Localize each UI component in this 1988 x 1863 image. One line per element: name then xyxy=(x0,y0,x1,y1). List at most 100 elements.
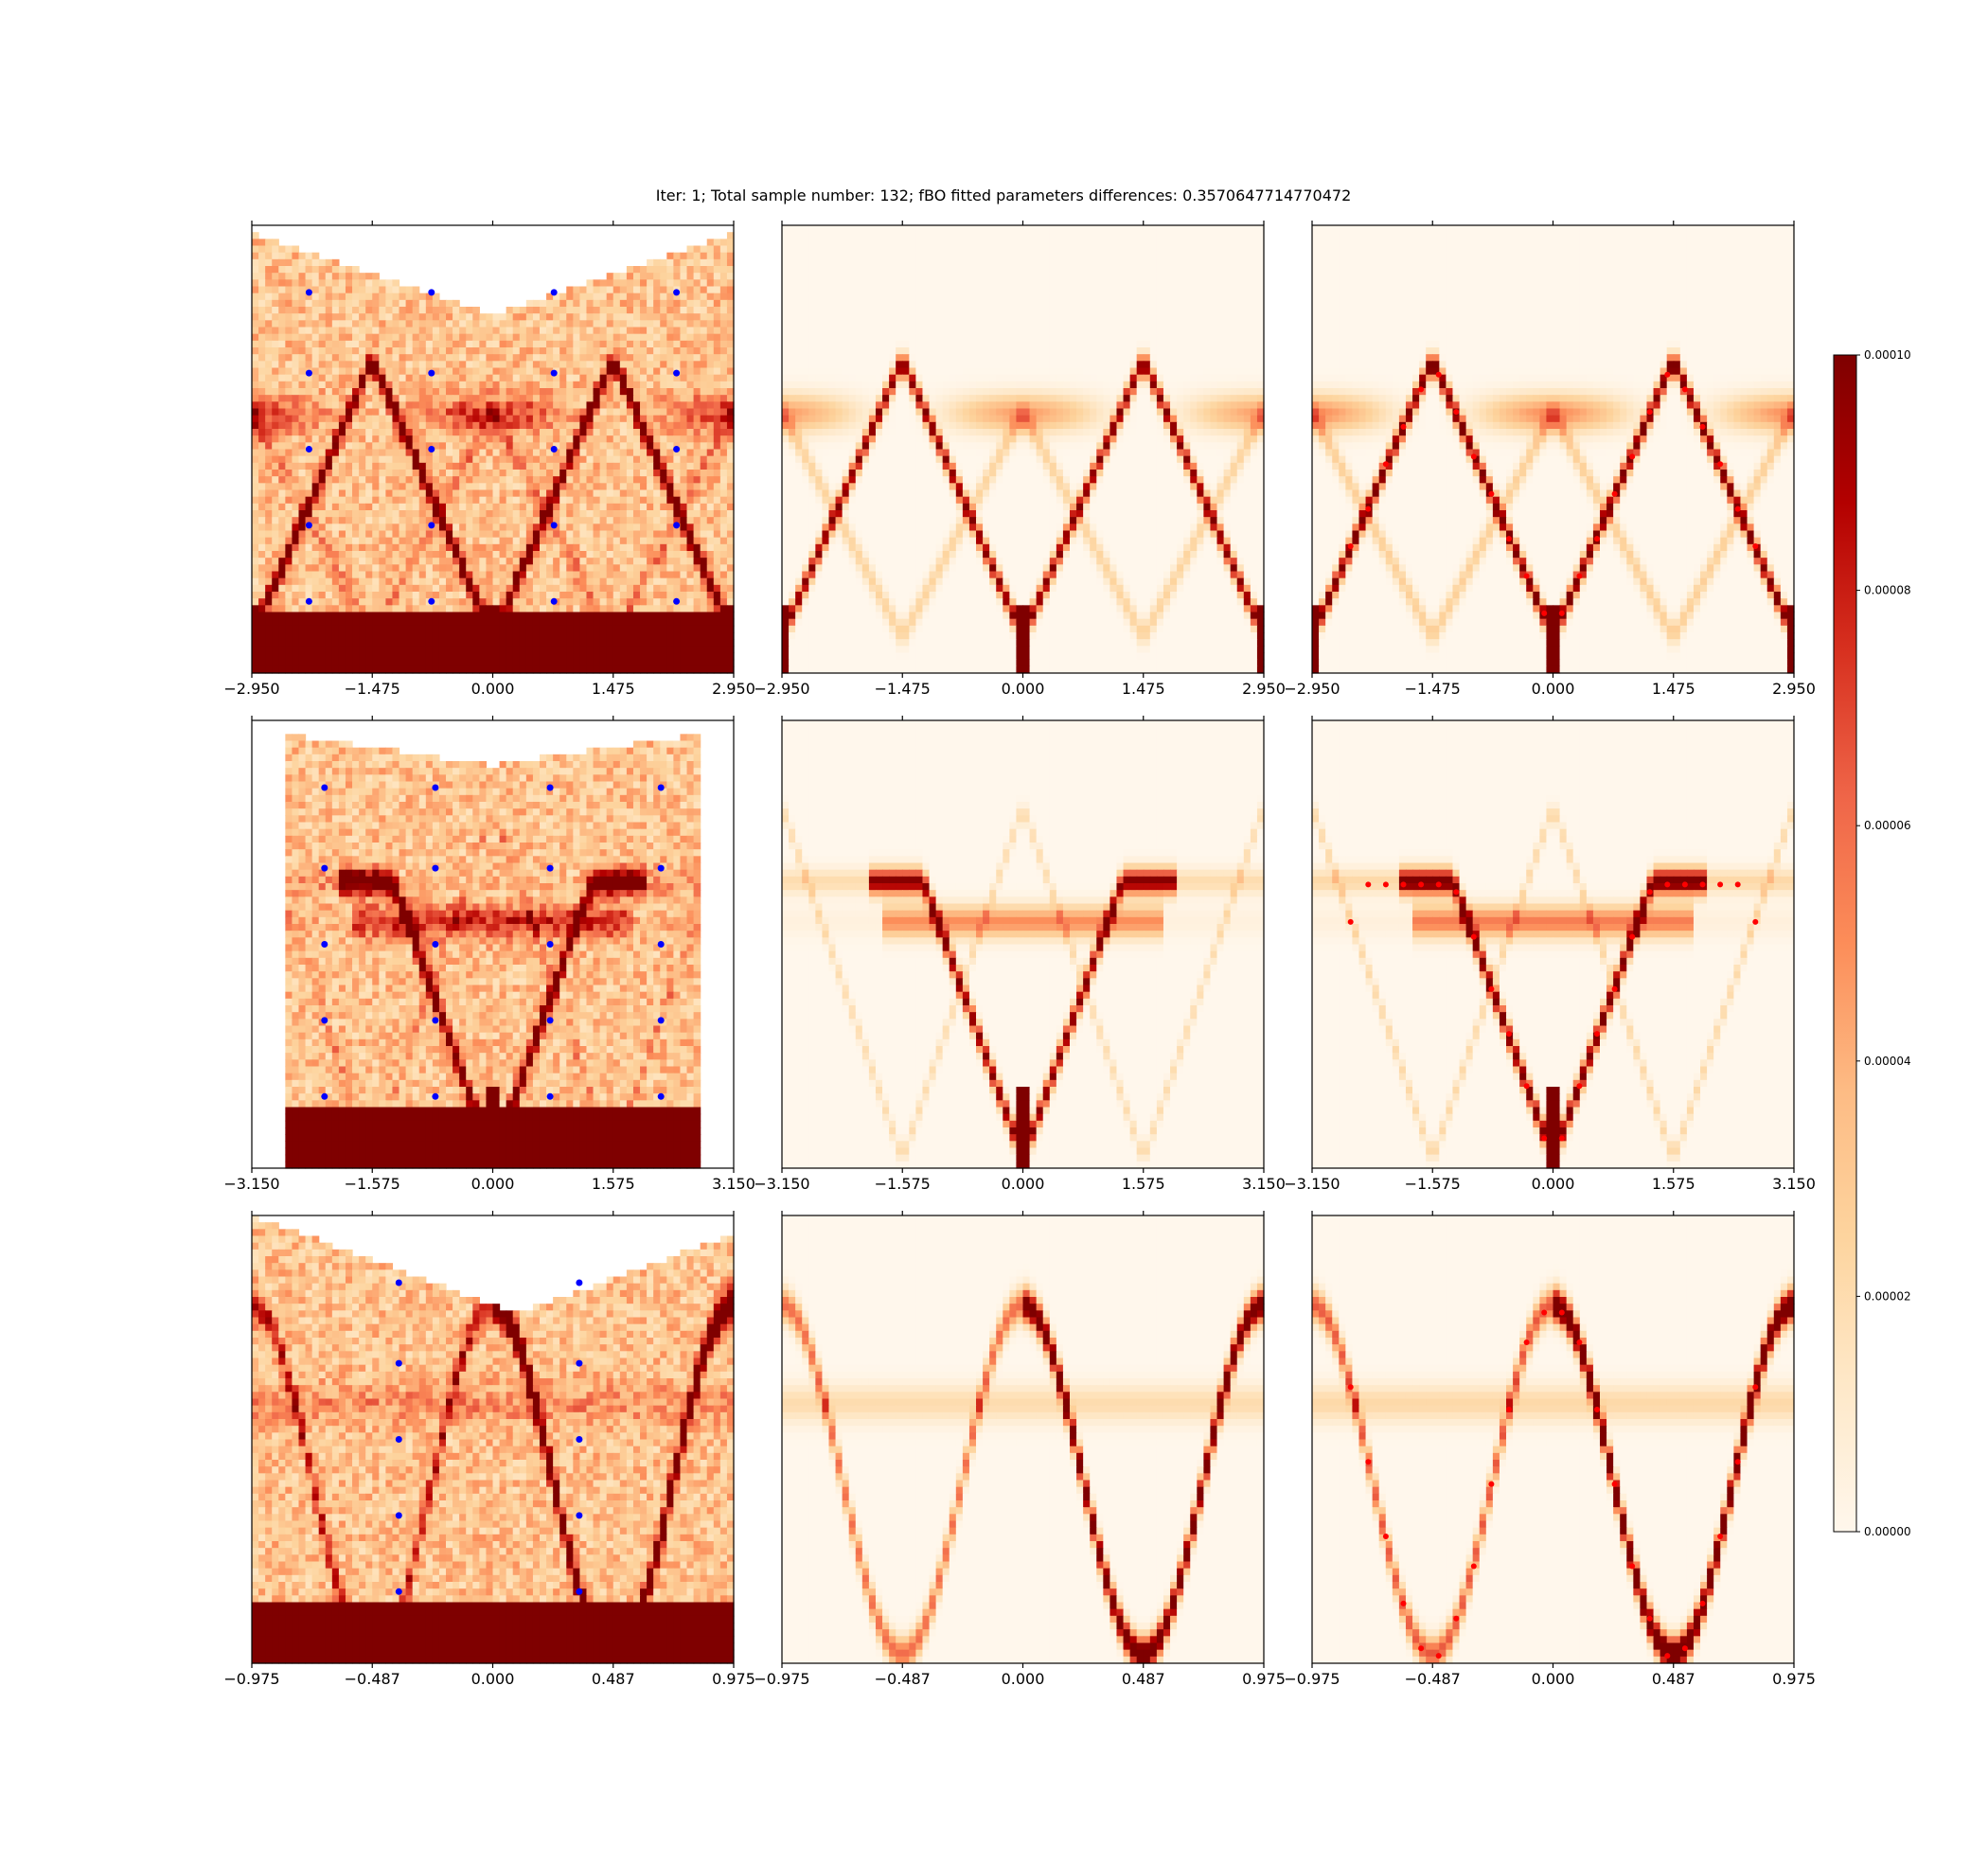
heatmap-cell xyxy=(446,374,453,382)
heatmap-cell xyxy=(459,571,467,579)
heatmap-cell xyxy=(660,299,667,308)
heatmap-cell xyxy=(438,517,447,524)
heatmap-cell xyxy=(459,381,467,389)
heatmap-cell xyxy=(492,415,501,423)
heatmap-cell xyxy=(1116,239,1125,247)
heatmap-cell xyxy=(379,388,386,396)
heatmap-cell xyxy=(686,489,695,498)
heatmap-cell xyxy=(962,239,970,247)
heatmap-cell xyxy=(700,543,708,552)
heatmap-cell xyxy=(472,489,480,498)
heatmap-cell xyxy=(647,333,654,342)
heatmap-cell xyxy=(486,558,494,565)
heatmap-cell xyxy=(559,523,567,532)
heatmap-cell xyxy=(653,299,661,308)
heatmap-cell xyxy=(1170,225,1178,233)
heatmap-cell xyxy=(252,347,259,355)
heatmap-cell xyxy=(459,388,467,396)
heatmap-cell xyxy=(499,659,507,667)
heatmap-cell xyxy=(265,388,273,396)
heatmap-cell xyxy=(1036,239,1044,247)
heatmap-cell xyxy=(606,273,614,280)
heatmap-cell xyxy=(1163,258,1171,267)
heatmap-cell xyxy=(619,577,628,586)
heatmap-cell xyxy=(553,510,560,518)
heatmap-cell xyxy=(612,354,621,362)
heatmap-cell xyxy=(532,307,541,314)
heatmap-cell xyxy=(666,354,674,362)
heatmap-cell xyxy=(258,564,266,573)
heatmap-cell xyxy=(539,449,547,457)
heatmap-cell xyxy=(573,625,580,633)
heatmap-cell xyxy=(506,489,514,498)
heatmap-cell xyxy=(466,327,473,335)
heatmap-cell xyxy=(553,551,560,559)
heatmap-cell xyxy=(680,659,688,667)
heatmap-cell xyxy=(1236,245,1245,254)
heatmap-cell xyxy=(566,625,574,633)
heatmap-cell xyxy=(418,530,427,539)
heatmap-cell xyxy=(265,395,273,402)
heatmap-cell xyxy=(285,388,293,396)
heatmap-cell xyxy=(706,354,715,362)
heatmap-cell xyxy=(311,388,320,396)
heatmap-cell xyxy=(579,421,588,430)
heatmap-cell xyxy=(298,313,307,321)
heatmap-cell xyxy=(453,395,460,402)
heatmap-cell xyxy=(593,307,601,314)
heatmap-cell xyxy=(626,374,634,382)
heatmap-cell xyxy=(586,605,595,613)
heatmap-cell xyxy=(311,421,320,430)
heatmap-cell xyxy=(686,612,695,620)
heatmap-cell xyxy=(586,476,595,484)
heatmap-cell xyxy=(815,239,824,247)
heatmap-cell xyxy=(553,564,560,573)
heatmap-cell xyxy=(412,415,420,423)
heatmap-cell xyxy=(412,530,420,539)
heatmap-cell xyxy=(539,625,547,633)
heatmap-cell xyxy=(278,592,286,599)
heatmap-cell xyxy=(385,462,394,470)
heatmap-cell xyxy=(539,361,547,369)
heatmap-cell xyxy=(619,340,628,348)
heatmap-cell xyxy=(278,408,286,417)
heatmap-cell xyxy=(392,388,400,396)
heatmap-cell xyxy=(459,665,467,674)
heatmap-cell xyxy=(352,273,360,280)
heatmap-cell xyxy=(265,652,273,661)
heatmap-cell xyxy=(626,510,634,518)
heatmap-cell xyxy=(579,625,588,633)
heatmap-cell xyxy=(546,421,554,430)
heatmap-cell xyxy=(726,523,735,532)
heatmap-cell xyxy=(345,537,353,545)
heatmap-cell xyxy=(606,489,614,498)
heatmap-cell xyxy=(559,577,567,586)
heatmap-cell xyxy=(666,543,674,552)
heatmap-cell xyxy=(666,415,674,423)
heatmap-cell xyxy=(726,374,735,382)
heatmap-cell xyxy=(626,470,634,477)
heatmap-cell xyxy=(453,598,460,606)
heatmap-cell xyxy=(1042,273,1051,280)
heatmap-cell xyxy=(706,252,715,260)
heatmap-cell xyxy=(835,273,843,280)
heatmap-cell xyxy=(412,612,420,620)
heatmap-cell xyxy=(252,470,259,477)
heatmap-cell xyxy=(479,592,488,599)
heatmap-cell xyxy=(632,646,641,654)
heatmap-cell xyxy=(673,374,682,382)
heatmap-cell xyxy=(512,449,521,457)
heatmap-cell xyxy=(1036,266,1044,274)
heatmap-cell xyxy=(593,517,601,524)
heatmap-cell xyxy=(606,381,614,389)
heatmap-cell xyxy=(278,388,286,396)
heatmap-cell xyxy=(680,571,688,579)
heatmap-cell xyxy=(680,313,688,321)
heatmap-cell xyxy=(1016,273,1024,280)
heatmap-cell xyxy=(425,421,434,430)
heatmap-cell xyxy=(405,577,414,586)
heatmap-cell xyxy=(352,577,360,586)
heatmap-cell xyxy=(666,429,674,436)
heatmap-cell xyxy=(506,421,514,430)
heatmap-cell xyxy=(612,598,621,606)
